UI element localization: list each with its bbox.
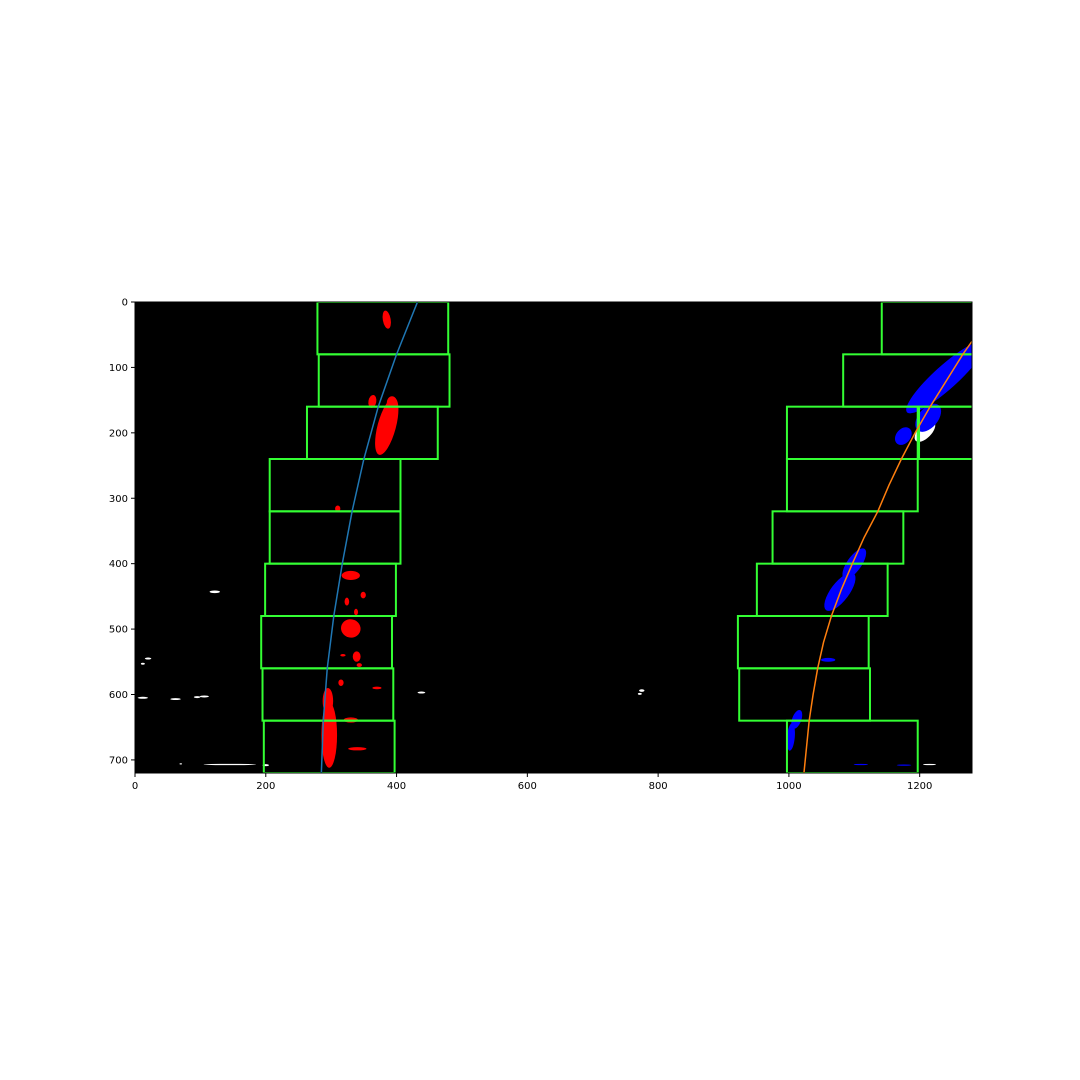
y-tick-label: 400 <box>109 559 128 570</box>
y-tick-label: 700 <box>109 755 128 766</box>
axes: 0 200 400 600 800 1000 1200 0 100 200 300 400 500 600… <box>109 298 973 792</box>
other-lane-pixel <box>209 590 221 594</box>
right-lane-pixel <box>791 710 803 729</box>
left-lane-pixel <box>368 394 377 408</box>
right-search-window <box>918 405 972 460</box>
right-lane-pixel <box>894 427 912 445</box>
plot-marks <box>137 302 972 773</box>
left-fit-line <box>320 302 419 773</box>
other-lane-pixel <box>137 696 149 699</box>
y-tick-label: 500 <box>109 625 128 636</box>
plot-background <box>135 302 972 773</box>
y-tick-label: 200 <box>109 428 128 439</box>
left-lane-pixel <box>341 619 361 638</box>
y-tick-label: 600 <box>109 690 128 701</box>
x-tick-label: 600 <box>518 781 537 792</box>
left-lane-pixel <box>356 663 362 668</box>
left-lane-pixel <box>338 679 344 686</box>
other-lane-pixel <box>170 698 181 701</box>
left-lane-pixel <box>344 597 350 606</box>
other-lane-pixel <box>417 691 426 694</box>
x-tick-label: 400 <box>387 781 406 792</box>
x-tick-label: 800 <box>649 781 668 792</box>
right-lane-pixel <box>853 763 869 766</box>
other-lane-pixel <box>637 692 642 695</box>
left-lane-pixel <box>360 591 366 599</box>
right-lane-pixel <box>906 341 972 414</box>
left-lane-pixel <box>348 747 367 751</box>
other-lane-pixel <box>193 696 201 699</box>
other-lane-pixel <box>144 657 152 660</box>
left-lane-pixel <box>372 686 382 690</box>
x-tick-label: 1200 <box>907 781 932 792</box>
x-tick-label: 1000 <box>776 781 801 792</box>
left-lane-pixel <box>354 608 358 616</box>
other-lane-pixel <box>140 662 145 665</box>
left-lane-pixel <box>386 396 398 411</box>
other-lane-pixel <box>922 763 937 766</box>
left-search-window <box>262 719 396 773</box>
left-lane-pixel <box>340 653 346 657</box>
other-lane-pixel <box>203 763 256 766</box>
plot-frame <box>134 301 973 774</box>
y-tick-label: 0 <box>122 298 128 309</box>
x-tick-label: 200 <box>256 781 275 792</box>
left-lane-pixel <box>375 397 399 455</box>
right-lane-pixel <box>820 657 836 662</box>
left-lane-pixel <box>382 310 391 329</box>
y-tick-label: 300 <box>109 494 128 505</box>
right-fit-line <box>803 340 972 773</box>
other-lane-pixel <box>199 695 209 698</box>
right-search-window <box>785 719 919 773</box>
right-lane-pixel <box>896 764 912 766</box>
x-tick-label: 0 <box>132 781 138 792</box>
other-lane-pixel <box>179 763 183 765</box>
y-tick-label: 100 <box>109 363 128 374</box>
left-lane-pixel <box>352 651 361 662</box>
right-lane-pixel <box>786 723 795 751</box>
left-lane-pixel <box>321 702 338 768</box>
other-lane-pixel <box>639 689 645 692</box>
right-lane-pixel <box>915 403 942 432</box>
left-lane-pixel <box>341 570 360 581</box>
